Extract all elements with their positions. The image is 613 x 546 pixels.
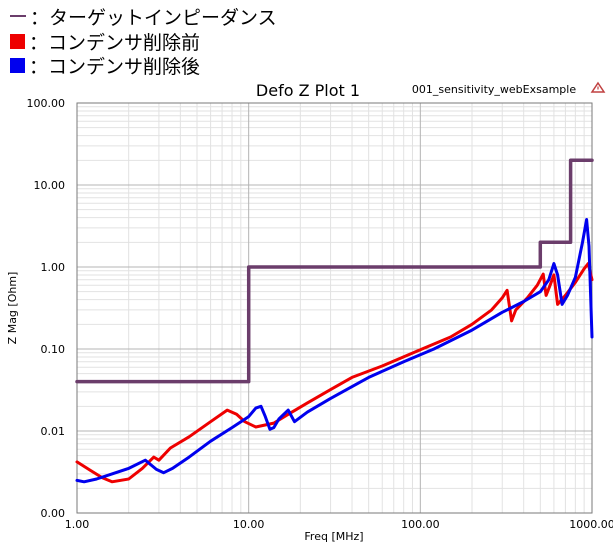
x-tick-label: 100.00 <box>401 518 440 531</box>
legend-square-swatch <box>10 57 25 73</box>
x-tick-label: 1000.00 <box>569 518 613 531</box>
legend-label: ：コンデンサ削除前 <box>29 31 201 54</box>
warning-triangle-icon[interactable] <box>590 81 606 93</box>
y-tick-label: 10.00 <box>34 179 66 192</box>
legend-item-target-impedance: ：ターゲットインピーダンス <box>10 4 277 29</box>
chart-subtitle: 001_sensitivity_webExsample <box>412 83 576 96</box>
plot-frame <box>76 102 593 514</box>
series-line-target-impedance <box>75 158 594 384</box>
chart-title: Defo Z Plot 1 <box>256 81 360 100</box>
series-group <box>75 158 594 484</box>
legend-label: ：ターゲットインピーダンス <box>30 6 277 29</box>
y-tick-labels: 0.00 0.01 0.10 1.00 10.00 100.00 <box>27 97 66 520</box>
y-axis-title: Z Mag [Ohm] <box>6 272 19 345</box>
legend-item-before-removal: ：コンデンサ削除前 <box>10 29 201 54</box>
x-tick-label: 1.00 <box>65 518 90 531</box>
legend-item-after-removal: ：コンデンサ削除後 <box>10 53 201 78</box>
plot-grid <box>76 102 593 514</box>
x-axis-title: Freq [MHz] <box>304 530 363 543</box>
legend-label: ：コンデンサ削除後 <box>29 55 201 78</box>
series-line-after-removal <box>75 218 594 484</box>
y-tick-label: 0.01 <box>41 425 66 438</box>
legend-line-swatch <box>10 15 26 17</box>
y-tick-label: 100.00 <box>27 97 66 110</box>
x-tick-label: 10.00 <box>233 518 265 531</box>
series-line-before-removal <box>75 262 594 484</box>
y-tick-label: 0.00 <box>41 507 66 520</box>
x-tick-labels: 1.00 10.00 100.00 1000.00 <box>65 518 613 531</box>
y-tick-label: 1.00 <box>41 261 66 274</box>
legend-square-swatch <box>10 33 25 49</box>
y-tick-label: 0.10 <box>41 343 66 356</box>
